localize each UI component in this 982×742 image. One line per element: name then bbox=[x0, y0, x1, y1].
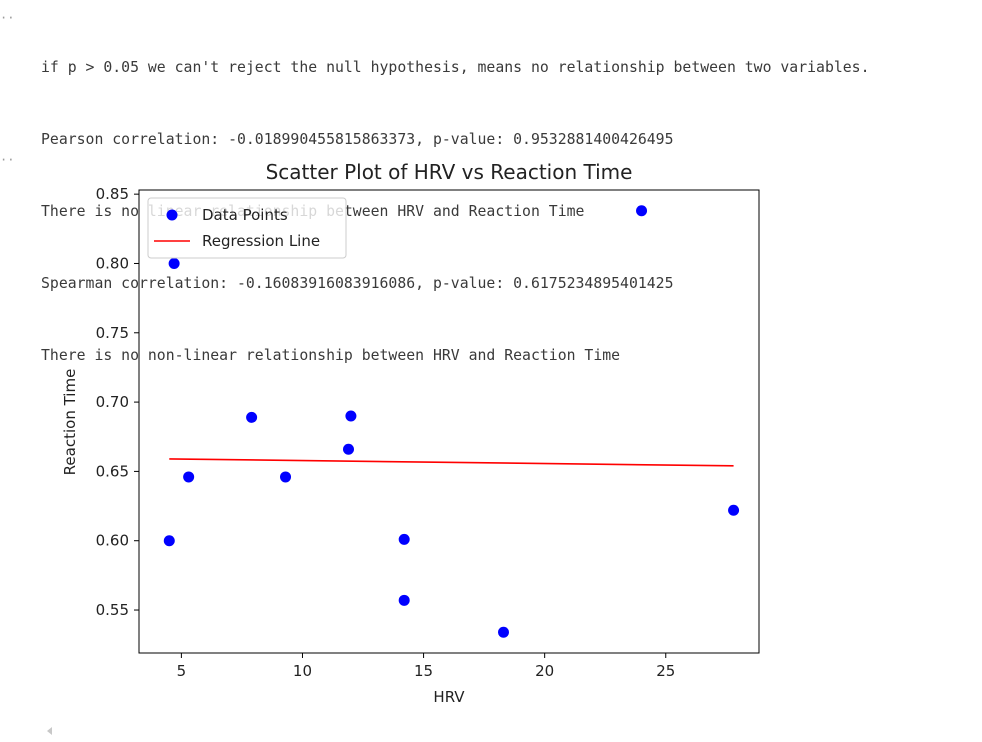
cell-gutter-marker[interactable]: ·· bbox=[0, 153, 15, 167]
y-tick-label: 0.85 bbox=[96, 185, 129, 203]
legend-marker-data-points bbox=[166, 209, 178, 221]
output-line: if p > 0.05 we can't reject the null hyp… bbox=[41, 59, 870, 76]
cell-gutter-marker[interactable]: ·· bbox=[0, 11, 15, 25]
plot-frame bbox=[138, 189, 760, 654]
chart-title: Scatter Plot of HRV vs Reaction Time bbox=[266, 160, 633, 184]
data-point bbox=[345, 410, 357, 422]
legend-label-regression-line: Regression Line bbox=[202, 232, 320, 250]
data-point bbox=[728, 504, 740, 516]
y-tick-label: 0.70 bbox=[96, 393, 129, 411]
regression-line bbox=[169, 458, 734, 467]
y-tick-label: 0.75 bbox=[96, 324, 129, 342]
y-tick-label: 0.80 bbox=[96, 254, 129, 272]
x-tick-label: 25 bbox=[656, 662, 675, 680]
scroll-left-arrow-icon[interactable] bbox=[47, 727, 52, 735]
data-point bbox=[246, 411, 258, 423]
data-point bbox=[163, 535, 175, 547]
data-point bbox=[168, 257, 180, 269]
scatter-plot: Scatter Plot of HRV vs Reaction Time HRV… bbox=[61, 160, 760, 706]
data-point bbox=[342, 443, 354, 455]
cell-output-text: if p > 0.05 we can't reject the null hyp… bbox=[41, 8, 870, 392]
y-tick-label: 0.60 bbox=[96, 532, 129, 550]
data-point bbox=[398, 533, 410, 545]
data-point bbox=[636, 205, 648, 217]
output-line: There is no non-linear relationship betw… bbox=[41, 347, 621, 364]
output-line: Spearman correlation: -0.160839160839160… bbox=[41, 275, 674, 292]
legend-label-data-points: Data Points bbox=[202, 206, 288, 224]
y-tick-label: 0.65 bbox=[96, 462, 129, 480]
data-point bbox=[398, 594, 410, 606]
x-tick-label: 5 bbox=[177, 662, 187, 680]
x-axis-label: HRV bbox=[433, 688, 465, 706]
data-point bbox=[280, 471, 292, 483]
x-tick-label: 10 bbox=[293, 662, 312, 680]
legend-box bbox=[147, 197, 347, 259]
y-axis-label: Reaction Time bbox=[61, 369, 79, 476]
x-tick-label: 20 bbox=[535, 662, 554, 680]
x-tick-label: 15 bbox=[414, 662, 433, 680]
output-line: Pearson correlation: -0.0189904558158633… bbox=[41, 131, 674, 148]
y-tick-label: 0.55 bbox=[96, 601, 129, 619]
data-point bbox=[497, 626, 509, 638]
data-point bbox=[183, 471, 195, 483]
